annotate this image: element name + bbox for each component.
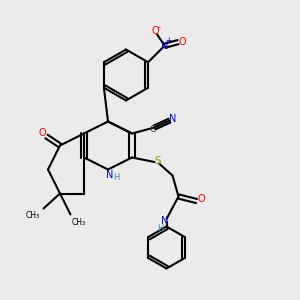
Text: N: N (161, 215, 169, 226)
Text: CH₃: CH₃ (72, 218, 86, 227)
Text: S: S (155, 155, 161, 166)
Text: H: H (157, 224, 164, 233)
Text: H: H (113, 173, 120, 182)
Text: O: O (178, 37, 186, 47)
Text: N: N (161, 41, 168, 51)
Text: N: N (106, 170, 113, 181)
Text: O: O (152, 26, 159, 36)
Text: -: - (158, 23, 161, 32)
Text: +: + (166, 36, 172, 45)
Text: N: N (169, 114, 177, 124)
Text: CH₃: CH₃ (26, 211, 40, 220)
Text: O: O (197, 194, 205, 205)
Text: O: O (38, 128, 46, 139)
Text: C: C (150, 124, 156, 134)
